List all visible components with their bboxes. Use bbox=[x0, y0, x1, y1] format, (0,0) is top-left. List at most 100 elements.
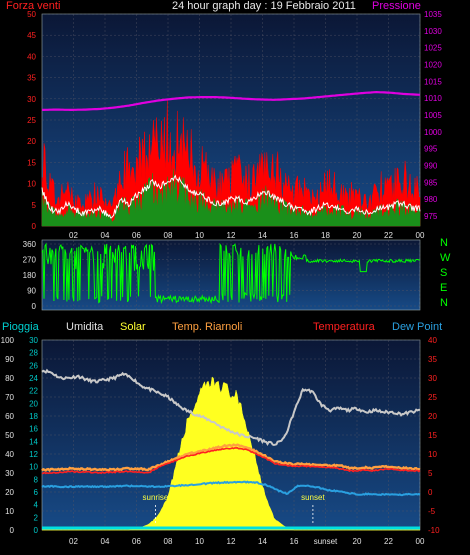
pressure-tick-label: 1000 bbox=[424, 128, 442, 137]
humidity-tick-label: 50 bbox=[5, 431, 14, 440]
pressure-tick-label: 1005 bbox=[424, 111, 442, 120]
rain-tick-label: 22 bbox=[29, 387, 38, 396]
time-tick-label: 06 bbox=[132, 231, 141, 240]
direction-tick-label: 0 bbox=[32, 302, 37, 311]
pressure-tick-label: 1025 bbox=[424, 44, 442, 53]
temp-tick-label: 25 bbox=[428, 393, 437, 402]
time-tick-label: 16 bbox=[290, 231, 299, 240]
rain-tick-label: 24 bbox=[29, 374, 38, 383]
dewpoint-series bbox=[41, 480, 421, 497]
rain-tick-label: 26 bbox=[29, 361, 38, 370]
temp-tick-label: 40 bbox=[428, 336, 437, 345]
wind-tick-label: 30 bbox=[27, 95, 36, 104]
rain-tick-label: 2 bbox=[34, 513, 39, 522]
humidity-tick-label: 70 bbox=[5, 393, 14, 402]
pressure-tick-label: 1035 bbox=[424, 10, 442, 19]
humidity-tick-label: 20 bbox=[5, 488, 14, 497]
pressure-tick-label: 975 bbox=[424, 212, 438, 221]
time-tick-label: 04 bbox=[101, 537, 110, 546]
wind-axis-label: Forza venti bbox=[6, 0, 60, 12]
time-tick-label: 02 bbox=[69, 231, 78, 240]
temp-tick-label: -5 bbox=[428, 507, 436, 516]
wind-tick-label: 50 bbox=[27, 10, 36, 19]
rain-tick-label: 8 bbox=[34, 475, 39, 484]
compass-label: E bbox=[440, 282, 447, 294]
legend-humidity: Umidita bbox=[66, 321, 104, 333]
wind-speed-series bbox=[41, 99, 421, 227]
compass-label: N bbox=[440, 297, 448, 309]
rain-tick-label: 6 bbox=[34, 488, 39, 497]
wind-avg-line bbox=[41, 174, 421, 219]
temp-tick-label: 5 bbox=[428, 469, 433, 478]
wind-tick-label: 35 bbox=[27, 74, 36, 83]
rain-tick-label: 18 bbox=[29, 412, 38, 421]
wind-direction-series bbox=[41, 242, 421, 305]
legend-rain: Pioggia bbox=[2, 321, 40, 333]
pressure-tick-label: 980 bbox=[424, 195, 438, 204]
compass-label: N bbox=[440, 237, 448, 249]
wind-tick-label: 25 bbox=[27, 116, 36, 125]
temp-tick-label: 10 bbox=[428, 450, 437, 459]
time-tick-label: 16 bbox=[290, 537, 299, 546]
time-tick-label: 08 bbox=[164, 537, 173, 546]
direction-tick-label: 90 bbox=[27, 287, 36, 296]
time-tick-label: 14 bbox=[258, 537, 267, 546]
rain-tick-label: 10 bbox=[29, 463, 38, 472]
direction-tick-label: 180 bbox=[23, 271, 37, 280]
feels-series bbox=[41, 443, 421, 473]
rain-tick-label: 12 bbox=[29, 450, 38, 459]
humidity-tick-label: 100 bbox=[1, 336, 15, 345]
time-tick-label: 22 bbox=[384, 537, 393, 546]
pressure-tick-label: 1015 bbox=[424, 77, 442, 86]
chart-title: 24 hour graph day : 19 Febbraio 2011 bbox=[172, 0, 356, 12]
direction-tick-label: 270 bbox=[23, 256, 37, 265]
temperature-series bbox=[41, 446, 421, 475]
time-tick-label: 12 bbox=[227, 537, 236, 546]
pressure-tick-label: 985 bbox=[424, 178, 438, 187]
wind-tick-label: 5 bbox=[32, 201, 37, 210]
direction-tick-label: 360 bbox=[23, 240, 37, 249]
pressure-tick-label: 990 bbox=[424, 161, 438, 170]
legend-feels: Temp. Riarnoli bbox=[172, 321, 242, 333]
pressure-tick-label: 1030 bbox=[424, 27, 442, 36]
pressure-series bbox=[42, 90, 421, 112]
wind-tick-label: 45 bbox=[27, 31, 36, 40]
time-tick-label: 14 bbox=[258, 231, 267, 240]
humidity-tick-label: 90 bbox=[5, 355, 14, 364]
rain-tick-label: 4 bbox=[34, 501, 39, 510]
time-tick-label: 06 bbox=[132, 537, 141, 546]
pressure-axis-label: Pressione bbox=[372, 0, 421, 12]
time-tick-label: 20 bbox=[353, 537, 362, 546]
time-tick-label: 00 bbox=[416, 231, 425, 240]
rain-tick-label: 30 bbox=[29, 336, 38, 345]
time-tick-label: 22 bbox=[384, 231, 393, 240]
temp-tick-label: 35 bbox=[428, 355, 437, 364]
temp-tick-label: 15 bbox=[428, 431, 437, 440]
temp-tick-label: -10 bbox=[428, 526, 440, 535]
wind-tick-label: 40 bbox=[27, 52, 36, 61]
rain-tick-label: 20 bbox=[29, 399, 38, 408]
sunset-label: sunset bbox=[301, 493, 325, 502]
humidity-tick-label: 40 bbox=[5, 450, 14, 459]
compass-label: S bbox=[440, 267, 447, 279]
pressure-tick-label: 1020 bbox=[424, 60, 442, 69]
rain-tick-label: 14 bbox=[29, 437, 38, 446]
temp-tick-label: 30 bbox=[428, 374, 437, 383]
compass-label: W bbox=[440, 252, 451, 264]
pressure-tick-label: 995 bbox=[424, 145, 438, 154]
time-tick-label: 10 bbox=[195, 231, 204, 240]
rain-tick-label: 0 bbox=[34, 526, 39, 535]
time-tick-label: 02 bbox=[69, 537, 78, 546]
time-tick-label: 10 bbox=[195, 537, 204, 546]
wind-tick-label: 10 bbox=[27, 180, 36, 189]
time-tick-label: 08 bbox=[164, 231, 173, 240]
solar-series bbox=[42, 376, 420, 531]
legend-temp: Temperatura bbox=[313, 321, 376, 333]
humidity-series bbox=[41, 368, 421, 447]
temp-tick-label: 20 bbox=[428, 412, 437, 421]
humidity-tick-label: 80 bbox=[5, 374, 14, 383]
humidity-tick-label: 60 bbox=[5, 412, 14, 421]
sunrise-label: sunrise bbox=[143, 493, 169, 502]
wind-tick-label: 15 bbox=[27, 158, 36, 167]
time-tick-label: sunset bbox=[314, 537, 338, 546]
